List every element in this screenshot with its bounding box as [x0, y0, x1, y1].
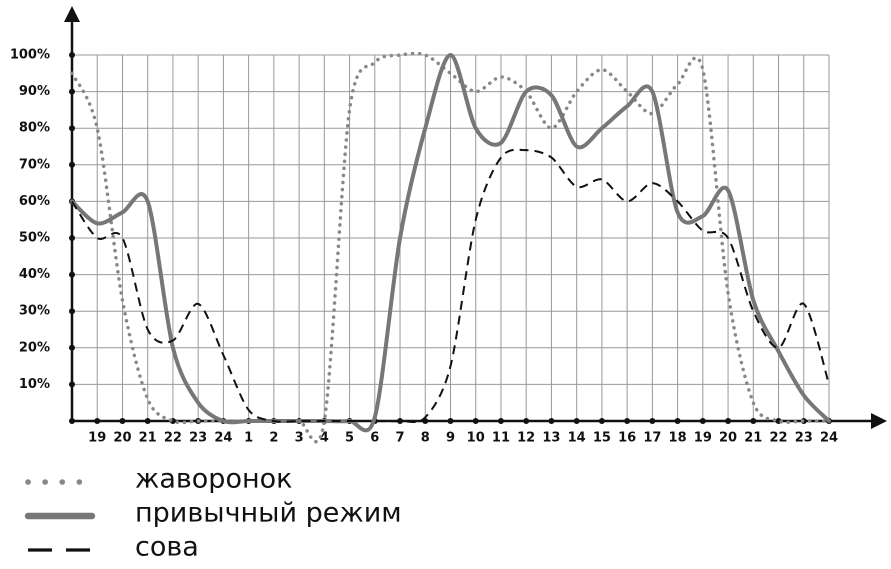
- y-tick-label: 50%: [19, 231, 50, 246]
- y-tick-dot: [69, 381, 75, 388]
- x-tick-label: 21: [139, 431, 157, 446]
- x-tick-label: 15: [593, 431, 611, 446]
- series-line: [71, 148, 830, 424]
- x-tick-label: 10: [467, 431, 485, 446]
- x-tick-dot: [699, 418, 706, 424]
- x-tick-dot: [69, 418, 75, 424]
- y-tick-label: 60%: [19, 194, 50, 209]
- y-tick-dot: [69, 125, 75, 132]
- x-tick-dot: [94, 418, 101, 424]
- y-tick-dot: [69, 308, 75, 315]
- x-tick-label: 24: [820, 431, 838, 446]
- y-tick-dot: [69, 271, 75, 278]
- x-tick-label: 8: [421, 431, 430, 446]
- x-tick-label: 5: [345, 431, 354, 446]
- x-axis-arrow: [871, 413, 887, 429]
- y-tick-label: 10%: [19, 377, 50, 392]
- x-tick-dot: [750, 418, 757, 424]
- series-line: [70, 51, 831, 444]
- y-tick-dot: [69, 235, 75, 241]
- x-tick-label: 19: [694, 431, 712, 446]
- y-tick-label: 100%: [10, 48, 50, 63]
- x-tick-label: 22: [164, 431, 182, 446]
- x-tick-dot: [497, 418, 504, 424]
- y-tick-label: 90%: [19, 84, 50, 99]
- y-tick-label: 70%: [19, 157, 50, 172]
- x-tick-label: 11: [492, 431, 510, 446]
- x-tick-label: 19: [88, 431, 106, 446]
- x-tick-dot: [119, 418, 126, 424]
- x-tick-dot: [144, 418, 151, 424]
- x-tick-label: 23: [795, 431, 813, 446]
- y-tick-dot: [69, 344, 75, 351]
- y-axis-arrow: [64, 6, 80, 22]
- x-tick-dot: [624, 418, 631, 424]
- legend-label: сова: [135, 532, 199, 563]
- y-tick-label: 40%: [19, 267, 50, 282]
- x-tick-dot: [725, 418, 732, 424]
- x-tick-label: 1: [244, 431, 253, 446]
- x-tick-label: 21: [744, 431, 762, 446]
- y-tick-dot: [69, 161, 75, 168]
- x-tick-label: 3: [295, 431, 304, 446]
- x-tick-label: 9: [446, 431, 455, 446]
- x-tick-label: 12: [517, 431, 535, 446]
- x-tick-dot: [598, 418, 605, 424]
- x-tick-dot: [548, 418, 555, 424]
- y-tick-label: 20%: [19, 340, 50, 355]
- x-tick-dot: [649, 418, 656, 424]
- y-tick-label: 30%: [19, 304, 50, 319]
- y-tick-dot: [69, 52, 75, 58]
- legend-label: привычный режим: [135, 498, 402, 529]
- x-tick-label: 22: [769, 431, 787, 446]
- grid: [72, 54, 830, 421]
- y-tick-label: 80%: [19, 121, 50, 136]
- x-tick-label: 7: [396, 431, 405, 446]
- x-tick-label: 2: [269, 431, 278, 446]
- x-tick-label: 20: [719, 431, 737, 446]
- x-tick-label: 20: [113, 431, 131, 446]
- x-tick-label: 23: [189, 431, 207, 446]
- x-tick-label: 13: [542, 431, 560, 446]
- x-tick-label: 4: [320, 431, 329, 446]
- legend-label: жаворонок: [135, 464, 292, 495]
- x-tick-label: 17: [643, 431, 661, 446]
- x-tick-label: 14: [568, 431, 586, 446]
- x-tick-dot: [523, 418, 530, 424]
- x-tick-dot: [573, 418, 580, 424]
- x-tick-label: 24: [214, 431, 232, 446]
- x-tick-dot: [447, 418, 454, 424]
- x-tick-label: 18: [669, 431, 687, 446]
- series-line: [70, 52, 831, 433]
- x-tick-dot: [472, 418, 479, 424]
- x-tick-dot: [674, 418, 681, 424]
- x-tick-label: 6: [370, 431, 379, 446]
- y-tick-dot: [69, 88, 75, 95]
- x-tick-label: 16: [618, 431, 636, 446]
